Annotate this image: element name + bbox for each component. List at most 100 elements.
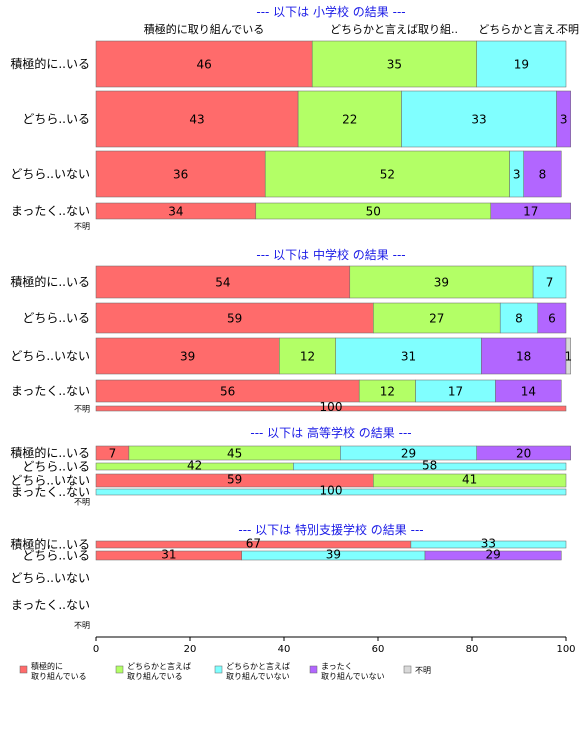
legend-swatch <box>19 665 28 674</box>
bar-segment <box>95 265 351 299</box>
column-header: 積極的に取り組んでいる <box>144 22 264 36</box>
row-label: 積極的に..いる <box>10 445 90 460</box>
data-label: 59 <box>227 311 242 325</box>
column-header: どちらかと言え... <box>478 23 566 36</box>
bar-segment <box>335 337 482 375</box>
bar-segment <box>532 265 567 299</box>
x-tick-label: 20 <box>184 644 197 655</box>
data-label: 43 <box>189 112 204 126</box>
panel-title: --- 以下は 特別支援学校 の結果 --- <box>238 522 423 537</box>
legend-swatch <box>115 665 124 674</box>
legend-item: 積極的に取り組んでいる <box>19 661 87 681</box>
legend-label: 不明 <box>415 666 431 675</box>
panel: --- 以下は 特別支援学校 の結果 --- 積極的に..いる 67 33 どちら..い… <box>10 522 567 630</box>
data-label: 14 <box>521 384 536 398</box>
data-label: 12 <box>380 384 395 398</box>
bar-segment <box>95 337 280 375</box>
data-label: 7 <box>546 275 554 289</box>
bar-segment <box>401 90 557 148</box>
data-label: 27 <box>429 311 444 325</box>
bar-segment <box>95 150 266 198</box>
column-headers: 積極的に取り組んでいる どちらかと言えば取り組.. どちらかと言え...不明 <box>144 22 579 36</box>
row-label: まったく..ない <box>11 384 90 398</box>
column-header: どちらかと言えば取り組.. <box>330 23 458 36</box>
legend-swatch <box>214 665 223 674</box>
bar-segment <box>424 550 562 561</box>
row-label: どちら..いる <box>22 112 90 126</box>
bar-segment <box>495 379 562 403</box>
row-label: まったく..ない <box>11 204 90 218</box>
data-label: 34 <box>168 204 183 218</box>
bar-segment <box>311 40 477 88</box>
data-label: 19 <box>514 57 529 71</box>
data-label: 46 <box>196 57 211 71</box>
bar-segment <box>476 40 567 88</box>
legend-label: どちらかと言えば取り組んでいる <box>127 661 191 681</box>
data-label: 42 <box>187 458 202 472</box>
bar-segment <box>373 473 567 488</box>
panel-title: --- 以下は 小学校 の結果 --- <box>256 4 405 19</box>
legend-item: どちらかと言えば取り組んでいる <box>115 661 191 681</box>
bar-segment <box>95 302 374 334</box>
data-label: 100 <box>320 484 343 498</box>
data-label: 3 <box>513 167 521 181</box>
bar-segment <box>264 150 510 198</box>
x-tick-label: 0 <box>93 644 99 655</box>
row-label: 積極的に..いる <box>10 56 90 71</box>
row-label: どちら..いない <box>10 571 90 585</box>
data-label: 33 <box>471 112 486 126</box>
data-label: 67 <box>246 536 261 550</box>
bar-segment <box>293 462 567 471</box>
data-label: 3 <box>560 112 568 126</box>
legend-item: まったく取り組んでいない <box>309 662 385 681</box>
x-axis: 0 20 40 60 80 100 <box>93 636 576 655</box>
bar-segment <box>95 488 567 496</box>
legend-swatch <box>403 665 412 674</box>
bar-segment <box>481 337 567 375</box>
row-label: どちら..いる <box>22 460 90 474</box>
bar-segment <box>537 302 567 334</box>
data-label: 29 <box>401 446 416 460</box>
panel: --- 以下は 高等学校 の結果 --- 積極的に..いる 7 45 29 20 どちら..… <box>10 425 571 507</box>
data-label: 35 <box>387 57 402 71</box>
row-label: 不明 <box>74 621 90 630</box>
row-label: どちら..いない <box>10 167 90 181</box>
data-label: 39 <box>180 349 195 363</box>
data-label: 36 <box>173 167 188 181</box>
data-label: 54 <box>215 275 230 289</box>
data-label: 6 <box>548 311 556 325</box>
data-label: 58 <box>422 458 437 472</box>
bar-segment <box>279 337 336 375</box>
data-label: 8 <box>515 311 523 325</box>
data-label: 22 <box>342 112 357 126</box>
legend-item: 不明 <box>403 665 431 675</box>
data-label: 20 <box>516 446 531 460</box>
data-label: 33 <box>481 536 496 550</box>
x-tick-label: 100 <box>556 644 575 655</box>
bar-segment <box>373 302 501 334</box>
row-label: まったく..ない <box>11 598 90 612</box>
row-label: 積極的に..いる <box>10 274 90 289</box>
bar-segment <box>523 150 562 198</box>
bar-segment <box>297 90 402 148</box>
data-label: 39 <box>434 275 449 289</box>
data-label: 12 <box>300 349 315 363</box>
bar-segment <box>476 445 571 461</box>
column-header: 不明 <box>557 23 579 36</box>
data-label: 1 <box>565 349 573 363</box>
x-tick-label: 60 <box>372 644 385 655</box>
bar-segment <box>565 337 571 375</box>
data-label: 45 <box>227 446 242 460</box>
data-label: 56 <box>220 384 235 398</box>
legend-label: 積極的に取り組んでいる <box>31 661 87 681</box>
data-label: 17 <box>523 204 538 218</box>
data-label: 100 <box>320 400 343 414</box>
bar-segment <box>95 405 567 412</box>
legend: 積極的に取り組んでいる どちらかと言えば取り組んでいる どちらかと言えば取り組んでい… <box>19 661 431 681</box>
panel-title: --- 以下は 高等学校 の結果 --- <box>250 425 411 440</box>
data-label: 50 <box>366 204 381 218</box>
panel: --- 以下は 小学校 の結果 --- 積極的に..いる 46 35 19 どちら..いる… <box>10 4 571 231</box>
x-tick-label: 40 <box>278 644 291 655</box>
row-label: どちら..いない <box>10 349 90 363</box>
